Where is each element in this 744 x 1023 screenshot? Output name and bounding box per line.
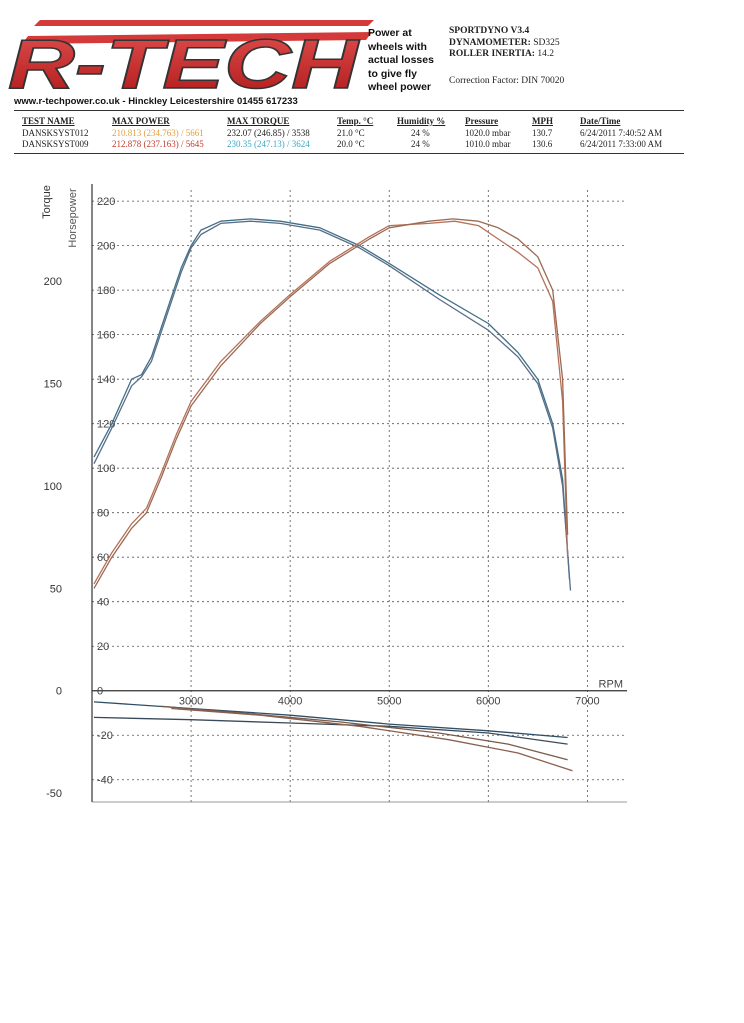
hp-tick-label: 180 <box>97 285 115 297</box>
torque-tick-label: 0 <box>56 686 62 698</box>
rpm-tick-label: 5000 <box>377 696 401 708</box>
dynamometer-value: SD325 <box>533 37 560 48</box>
table-divider <box>14 153 684 154</box>
hp-tick-label: 160 <box>97 330 115 342</box>
roller-label: ROLLER INERTIA: <box>449 49 535 59</box>
horsepower-axis-title: Horsepower <box>67 188 79 248</box>
table-row: DANSKSYST012 210.813 (234.763) / 5661 23… <box>22 127 662 138</box>
cell-pressure: 1010.0 mbar <box>465 138 511 149</box>
cell-max-power: 212.878 (237.163) / 5645 <box>112 138 204 149</box>
series-line-power <box>93 220 569 585</box>
series-line-torque <box>93 218 571 580</box>
col-max-torque: MAX TORQUE <box>227 116 290 126</box>
runs-header-row: TEST NAME MAX POWER MAX TORQUE Temp. °C … <box>22 115 662 127</box>
hp-tick-label: 120 <box>97 419 115 431</box>
svg-text:R-TECH: R-TECH <box>8 25 360 103</box>
website-line: www.r-techpower.co.uk - Hinckley Leicest… <box>14 96 298 107</box>
software-label: SPORTDYNO V3.4 <box>449 26 530 36</box>
table-row: DANSKSYST009 212.878 (237.163) / 5645 23… <box>22 138 662 149</box>
hp-tick-label: 80 <box>97 508 109 520</box>
hp-tick-label: 140 <box>97 374 115 386</box>
series-line-loss <box>161 705 568 761</box>
cell-mph: 130.6 <box>532 138 553 149</box>
runs-table: TEST NAME MAX POWER MAX TORQUE Temp. °C … <box>22 115 662 149</box>
col-temp: Temp. °C <box>337 116 374 126</box>
roller-value: 14.2 <box>537 49 554 59</box>
torque-tick-label: 100 <box>44 481 62 493</box>
series-line-loss <box>171 707 573 772</box>
dyno-info: SPORTDYNO V3.4 DYNAMOMETER: SD325 ROLLER… <box>449 26 560 61</box>
hp-tick-label: 100 <box>97 463 115 475</box>
cell-datetime: 6/24/2011 7:40:52 AM <box>580 127 663 138</box>
dyno-chart: -40 -20 0 20 40 60 80 100 120 140 160 180 200 220 -50 0… <box>41 184 627 803</box>
cell-mph: 130.7 <box>532 127 553 138</box>
x-axis-title: RPM <box>599 679 623 691</box>
hp-tick-label: 0 <box>97 686 103 698</box>
tagline-line: to give fly <box>368 67 418 80</box>
dynamometer-label: DYNAMOMETER: <box>449 37 531 48</box>
cell-test-name: DANSKSYST012 <box>22 127 89 138</box>
cell-temp: 20.0 °C <box>337 138 365 149</box>
cell-datetime: 6/24/2011 7:33:00 AM <box>580 138 663 149</box>
cell-max-power: 210.813 (234.763) / 5661 <box>112 127 204 138</box>
rpm-tick-label: 3000 <box>179 696 203 708</box>
cell-humidity: 24 % <box>411 138 430 149</box>
hp-tick-label: 40 <box>97 597 109 609</box>
header-divider <box>14 110 684 111</box>
cell-temp: 21.0 °C <box>337 127 365 138</box>
col-humidity: Humidity % <box>397 116 446 126</box>
torque-tick-label: 50 <box>50 583 62 595</box>
tagline-line: actual losses <box>368 54 434 66</box>
torque-axis-title: Torque <box>41 185 53 219</box>
correction-factor: Correction Factor: DIN 70020 <box>449 76 565 86</box>
hp-tick-label: 20 <box>97 641 109 653</box>
col-mph: MPH <box>532 116 553 126</box>
r-tech-logo: R-TECH <box>7 20 374 104</box>
tagline-line: wheels with <box>368 40 427 53</box>
hp-tick-label: 200 <box>97 241 115 253</box>
rpm-tick-label: 7000 <box>575 696 599 708</box>
col-datetime: Date/Time <box>580 116 621 126</box>
hp-tick-label: 60 <box>97 552 109 564</box>
hp-tick-label: -20 <box>97 730 113 742</box>
cell-humidity: 24 % <box>411 127 430 138</box>
cell-max-torque: 232.07 (246.85) / 3538 <box>227 127 310 138</box>
torque-tick-label: -50 <box>46 788 62 800</box>
cell-test-name: DANSKSYST009 <box>22 138 89 149</box>
tagline-line: Power at <box>368 27 412 39</box>
rpm-tick-label: 6000 <box>476 696 500 708</box>
tagline: Power at wheels with actual losses to gi… <box>368 27 448 95</box>
cell-max-torque: 230.35 (247.13) / 3624 <box>227 138 310 149</box>
hp-tick-label: 220 <box>97 196 115 208</box>
series-line-torque <box>93 220 572 591</box>
rpm-tick-label: 4000 <box>278 696 302 708</box>
hp-tick-label: -40 <box>97 775 113 787</box>
torque-tick-label: 150 <box>44 379 62 391</box>
series-line-power <box>93 218 569 589</box>
col-pressure: Pressure <box>465 116 499 126</box>
tagline-line: wheel power <box>368 81 432 93</box>
col-test-name: TEST NAME <box>22 116 75 126</box>
cell-pressure: 1020.0 mbar <box>465 127 511 138</box>
col-max-power: MAX POWER <box>112 116 170 126</box>
torque-tick-label: 200 <box>44 276 62 288</box>
